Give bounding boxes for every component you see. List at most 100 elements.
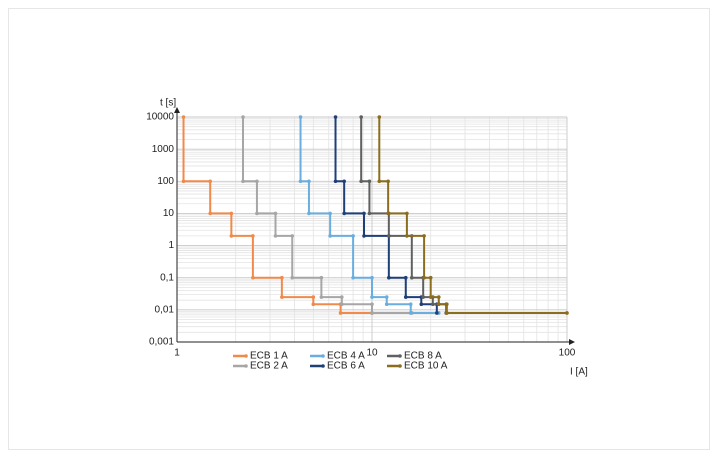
series-point	[387, 275, 391, 280]
series-point	[367, 179, 372, 184]
y-tick-label: 0,01	[155, 304, 175, 315]
series-point	[370, 302, 374, 306]
series-point	[208, 179, 213, 184]
series-point	[339, 295, 344, 299]
series-point	[342, 179, 346, 184]
series-point	[307, 211, 311, 216]
series-point	[255, 179, 259, 184]
series-point	[181, 115, 186, 119]
series-point	[384, 302, 389, 306]
series-point	[229, 211, 234, 216]
series-point	[377, 115, 382, 119]
series-point	[298, 179, 303, 184]
series-point	[290, 275, 295, 280]
series-point	[422, 275, 426, 280]
series-point	[319, 295, 324, 299]
series-point	[280, 295, 284, 299]
series-point	[408, 311, 413, 315]
series-point	[410, 275, 414, 280]
series-point	[403, 275, 408, 280]
series-point	[241, 179, 245, 184]
series-point	[351, 275, 355, 280]
x-axis-arrow	[569, 339, 575, 345]
series-point	[229, 234, 234, 238]
series-point	[386, 211, 390, 216]
series-point	[422, 234, 426, 238]
series-point	[370, 311, 374, 315]
legend-label: ECB 1 A	[250, 351, 288, 362]
y-axis-label: t [s]	[160, 98, 176, 109]
legend-dot	[398, 354, 402, 358]
legend-dot	[244, 364, 248, 368]
series-point	[421, 295, 425, 299]
y-tick-label: 0,001	[149, 337, 174, 348]
series-point	[333, 115, 338, 119]
series-point	[290, 234, 295, 238]
series-point	[436, 302, 441, 306]
series-point	[307, 179, 311, 184]
x-tick-label: 100	[559, 348, 576, 359]
series-point	[428, 275, 433, 280]
y-tick-label: 0,1	[160, 272, 174, 283]
series-point	[328, 234, 332, 238]
series-point	[251, 234, 255, 238]
panel	[8, 8, 710, 450]
series-point	[362, 234, 366, 238]
series-point	[298, 115, 303, 119]
series-point	[387, 234, 391, 238]
legend-label: ECB 2 A	[250, 361, 288, 372]
x-tick-label: 10	[366, 348, 378, 359]
y-axis-arrow	[174, 107, 180, 113]
legend-label: ECB 10 A	[404, 361, 448, 372]
series-point	[241, 115, 245, 119]
y-tick-label: 1	[168, 240, 174, 251]
series-point	[208, 211, 213, 216]
series-point	[362, 211, 366, 216]
series-point	[384, 295, 389, 299]
series-point	[436, 295, 441, 299]
series-point	[342, 211, 346, 216]
series-point	[370, 275, 374, 280]
x-axis-label: I [A]	[570, 367, 588, 378]
x-tick-label: 1	[174, 348, 180, 359]
series-point	[408, 302, 413, 306]
series-point	[445, 311, 449, 315]
series-point	[251, 275, 255, 280]
series-point	[255, 211, 259, 216]
series-point	[339, 302, 344, 306]
series-point	[351, 234, 355, 238]
series-point	[428, 295, 433, 299]
legend-dot	[398, 364, 402, 368]
series-point	[319, 275, 324, 280]
legend-dot	[321, 364, 325, 368]
series-point	[565, 311, 569, 315]
legend-label: ECB 4 A	[327, 351, 365, 362]
series-point	[419, 302, 424, 306]
series-point	[377, 179, 382, 184]
y-tick-label: 100	[157, 176, 174, 187]
y-tick-label: 1000	[152, 144, 175, 155]
series-point	[273, 211, 278, 216]
y-tick-label: 10000	[146, 112, 174, 123]
series-point	[311, 302, 316, 306]
series-point	[181, 179, 186, 184]
series-point	[430, 302, 435, 306]
series-point	[359, 115, 363, 119]
series-point	[435, 311, 439, 315]
series-point	[367, 211, 372, 216]
y-tick-label: 10	[163, 208, 175, 219]
series-point	[311, 295, 316, 299]
legend-label: ECB 8 A	[404, 351, 442, 362]
series-point	[405, 211, 409, 216]
series-point	[445, 302, 449, 306]
legend-dot	[244, 354, 248, 358]
legend-dot	[321, 354, 325, 358]
series-point	[280, 275, 284, 280]
series-point	[359, 179, 363, 184]
series-point	[403, 295, 408, 299]
legend-label: ECB 6 A	[327, 361, 365, 372]
series-point	[405, 234, 409, 238]
series-point	[273, 234, 278, 238]
series-point	[386, 179, 390, 184]
